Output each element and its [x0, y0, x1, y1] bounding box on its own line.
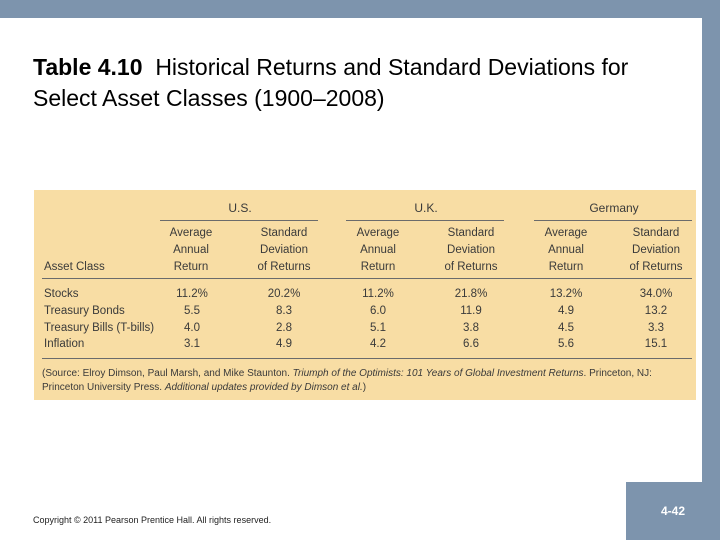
page-number-box	[626, 482, 720, 540]
bottom-rule	[42, 358, 692, 359]
slide-title: Table 4.10 Historical Returns and Standa…	[33, 52, 673, 114]
top-accent-bar	[0, 0, 720, 18]
col-header-uk-average: Average Annual Return	[345, 225, 411, 276]
table-cell: 21.8%	[454, 288, 488, 300]
col-header-line: Standard	[447, 227, 495, 239]
row-label: Treasury Bonds	[44, 305, 125, 317]
col-header-us-average: Average Annual Return	[158, 225, 224, 276]
source-updates: Additional updates provided by Dimson et…	[164, 382, 363, 393]
row-label: Stocks	[44, 288, 79, 300]
col-header-line: Annual	[548, 244, 584, 256]
table-cell: 5.6	[558, 338, 574, 350]
table-cell: 4.2	[370, 338, 386, 350]
col-header-line: Average	[169, 227, 213, 239]
col-header-line: of Returns	[444, 261, 498, 273]
header-rule	[42, 278, 692, 279]
col-header-us-stdev: Standard Deviation of Returns	[246, 225, 322, 276]
source-note: (Source: Elroy Dimson, Paul Marsh, and M…	[42, 367, 692, 395]
group-rule-us	[160, 220, 318, 221]
col-header-line: Average	[544, 227, 588, 239]
col-header-line: of Returns	[257, 261, 311, 273]
table-cell: 11.9	[460, 305, 482, 317]
source-book-title: Triumph of the Optimists: 101 Years of G…	[292, 368, 584, 379]
table-cell: 4.5	[558, 322, 574, 334]
source-middle: . Princeton, NJ: Princeton University Pr…	[42, 368, 652, 393]
group-header-us: U.S.	[228, 201, 252, 215]
table-cell: 11.2%	[362, 288, 394, 300]
col-header-uk-stdev: Standard Deviation of Returns	[433, 225, 509, 276]
col-header-germany-average: Average Annual Return	[533, 225, 599, 276]
copyright-notice: Copyright © 2011 Pearson Prentice Hall. …	[33, 515, 272, 525]
group-rule-uk	[346, 220, 504, 221]
table-cell: 5.1	[370, 322, 386, 334]
stub-header: Asset Class	[44, 261, 105, 273]
group-header-germany: Germany	[589, 201, 639, 215]
col-header-line: Deviation	[447, 244, 495, 256]
table-cell: 4.9	[276, 338, 292, 350]
group-rule-germany	[534, 220, 692, 221]
col-header-line: Annual	[173, 244, 209, 256]
row-label: Inflation	[44, 338, 85, 350]
table-cell: 11.2%	[176, 288, 208, 300]
table-number: Table 4.10	[33, 54, 143, 80]
table-cell: 15.1	[644, 338, 668, 350]
page-number: 4-42	[660, 504, 686, 518]
table-cell: 5.5	[184, 305, 200, 317]
table-cell: 4.9	[558, 305, 574, 317]
col-header-line: Annual	[360, 244, 396, 256]
source-suffix: )	[362, 382, 367, 393]
col-header-line: of Returns	[629, 261, 683, 273]
col-header-line: Deviation	[632, 244, 680, 256]
right-accent-bar	[702, 0, 720, 540]
col-header-line: Standard	[260, 227, 308, 239]
source-prefix: (Source: Elroy Dimson, Paul Marsh, and M…	[42, 368, 293, 379]
col-header-line: Deviation	[260, 244, 308, 256]
col-header-line: Return	[173, 261, 209, 273]
col-header-line: Average	[356, 227, 400, 239]
table-cell: 3.8	[463, 322, 479, 334]
table-cell: 34.0%	[639, 288, 673, 300]
table-cell: 4.0	[184, 322, 200, 334]
col-header-line: Standard	[632, 227, 680, 239]
table-cell: 20.2%	[267, 288, 301, 300]
row-label: Treasury Bills (T-bills)	[44, 322, 155, 334]
col-header-line: Return	[360, 261, 396, 273]
table-cell: 6.0	[370, 305, 386, 317]
table-cell: 6.6	[463, 338, 479, 350]
col-header-line: Return	[548, 261, 584, 273]
col-header-germany-stdev: Standard Deviation of Returns	[618, 225, 694, 276]
table-cell: 13.2	[644, 305, 668, 317]
title-text: Historical Returns and Standard Deviatio…	[33, 54, 629, 111]
table-cell: 13.2%	[549, 288, 583, 300]
table-cell: 2.8	[276, 322, 292, 334]
table-cell: 3.1	[184, 338, 200, 350]
returns-table: U.S. U.K. Germany Average Annual Return …	[34, 190, 696, 400]
group-header-uk: U.K.	[414, 201, 438, 215]
table-cell: 8.3	[276, 305, 292, 317]
table-cell: 3.3	[648, 322, 664, 334]
